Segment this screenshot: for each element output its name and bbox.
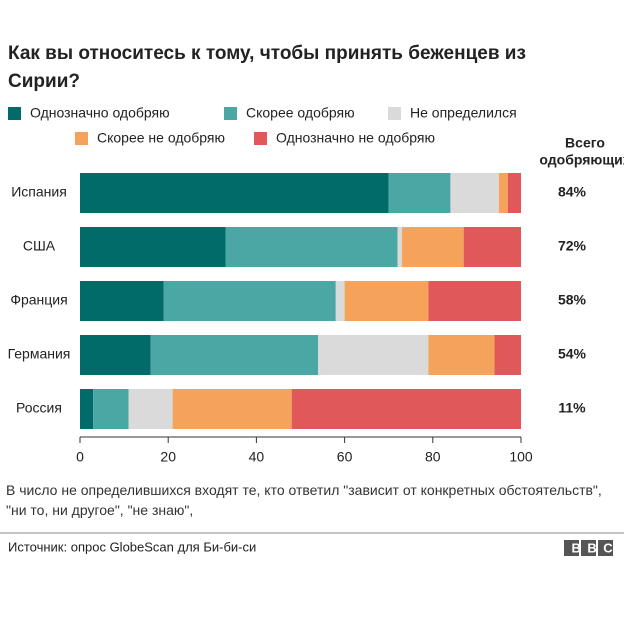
bar-segment [80, 227, 226, 267]
bar-segment [494, 335, 521, 375]
bar-segment [401, 227, 464, 267]
total-label: 58% [558, 292, 587, 308]
bar-segment [344, 281, 429, 321]
bar-segment [172, 389, 292, 429]
legend-swatch [254, 132, 267, 145]
bar-segment [388, 173, 451, 213]
legend-label: Скорее не одобряю [97, 130, 225, 146]
bar-segment [128, 389, 173, 429]
bar-segment [80, 281, 164, 321]
bar-segment [225, 227, 398, 267]
y-tick-label: Россия [16, 400, 62, 416]
totals-title: одобряющих [539, 152, 624, 168]
logo-box [598, 540, 613, 556]
x-tick-label: 40 [249, 449, 265, 465]
x-tick-label: 0 [76, 449, 84, 465]
y-tick-label: США [23, 238, 56, 254]
legend-label: Однозначно не одобряю [276, 130, 435, 146]
legend-swatch [75, 132, 88, 145]
legend-swatch [388, 107, 401, 120]
footnote: В число не определившихся входят те, кто… [6, 482, 602, 518]
y-tick-label: Франция [10, 292, 67, 308]
bar-segment [335, 281, 345, 321]
total-label: 11% [558, 400, 586, 416]
bar-segment [318, 335, 429, 375]
x-tick-label: 60 [337, 449, 353, 465]
bar-segment [150, 335, 319, 375]
legend-swatch [224, 107, 237, 120]
source: Источник: опрос GlobeScan для Би-би-си [8, 539, 256, 554]
y-tick-label: Испания [11, 184, 67, 200]
chart-title: Как вы относитесь к тому, чтобы принять … [8, 43, 526, 92]
bar-segment [463, 227, 521, 267]
totals-title: Всего [565, 135, 605, 151]
bar-segment [450, 173, 499, 213]
bar-segment [80, 389, 94, 429]
x-tick-label: 80 [425, 449, 441, 465]
x-tick-label: 20 [160, 449, 176, 465]
bar-segment [498, 173, 508, 213]
bar-segment [428, 335, 495, 375]
legend-swatch [8, 107, 21, 120]
bar-segment [93, 389, 129, 429]
logo: BBC [572, 540, 620, 555]
legend-label: Скорее одобряю [246, 105, 355, 121]
legend-label: Однозначно одобряю [30, 105, 170, 121]
bar-segment [507, 173, 521, 213]
bar-segment [428, 281, 521, 321]
bar-segment [80, 335, 151, 375]
logo-box [564, 540, 579, 556]
bar-segment [80, 173, 389, 213]
total-label: 72% [558, 238, 587, 254]
total-label: 84% [558, 184, 587, 200]
total-label: 54% [558, 346, 587, 362]
bar-segment [291, 389, 521, 429]
x-tick-label: 100 [509, 449, 533, 465]
logo-box [581, 540, 596, 556]
legend-label: Не определился [410, 105, 517, 121]
bar-segment [397, 227, 402, 267]
bar-segment [163, 281, 336, 321]
y-tick-label: Германия [8, 346, 71, 362]
